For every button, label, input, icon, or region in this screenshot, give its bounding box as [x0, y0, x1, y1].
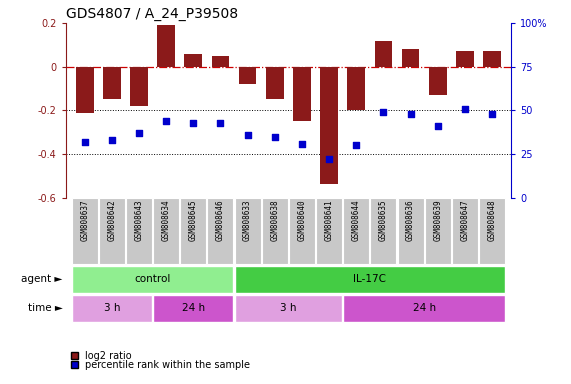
Text: GSM808640: GSM808640: [297, 200, 307, 242]
Point: [270, 134, 279, 140]
Bar: [99, 199, 125, 264]
Text: GSM808646: GSM808646: [216, 200, 225, 242]
Point: [324, 156, 333, 162]
Text: GSM808648: GSM808648: [488, 200, 497, 242]
Bar: [266, 67, 284, 99]
Text: percentile rank within the sample: percentile rank within the sample: [85, 360, 250, 370]
Text: GSM808634: GSM808634: [162, 200, 171, 242]
Point: [352, 142, 361, 149]
Text: GDS4807 / A_24_P39508: GDS4807 / A_24_P39508: [66, 7, 238, 21]
Point: [488, 111, 497, 117]
Bar: [452, 199, 478, 264]
Bar: [343, 295, 505, 322]
Bar: [126, 199, 152, 264]
Bar: [429, 67, 447, 95]
Bar: [235, 199, 260, 264]
Bar: [293, 67, 311, 121]
Bar: [153, 295, 234, 322]
Text: GSM808637: GSM808637: [80, 200, 89, 242]
Bar: [262, 199, 288, 264]
Bar: [103, 67, 120, 99]
Text: IL-17C: IL-17C: [353, 274, 387, 285]
Bar: [483, 51, 501, 67]
Text: 3 h: 3 h: [280, 303, 296, 313]
Text: GSM808641: GSM808641: [324, 200, 333, 242]
Bar: [397, 199, 424, 264]
Bar: [184, 54, 202, 67]
Point: [379, 109, 388, 115]
Bar: [212, 56, 230, 67]
Bar: [153, 199, 179, 264]
Bar: [158, 25, 175, 67]
Point: [107, 137, 116, 143]
Bar: [371, 199, 396, 264]
Text: log2 ratio: log2 ratio: [85, 351, 131, 361]
Text: GSM808643: GSM808643: [135, 200, 143, 242]
Bar: [71, 266, 234, 293]
Bar: [235, 266, 505, 293]
Bar: [239, 67, 256, 84]
Bar: [180, 199, 206, 264]
Bar: [375, 41, 392, 67]
Text: agent ►: agent ►: [22, 274, 63, 285]
Bar: [235, 295, 342, 322]
Text: GSM808642: GSM808642: [107, 200, 116, 242]
Text: 24 h: 24 h: [182, 303, 205, 313]
Text: GSM808635: GSM808635: [379, 200, 388, 242]
Text: GSM808636: GSM808636: [406, 200, 415, 242]
Point: [406, 111, 415, 117]
Point: [216, 119, 225, 126]
Text: time ►: time ►: [28, 303, 63, 313]
Bar: [343, 199, 369, 264]
Text: GSM808647: GSM808647: [460, 200, 469, 242]
Bar: [425, 199, 451, 264]
Point: [460, 106, 469, 112]
Bar: [71, 295, 152, 322]
Bar: [320, 67, 338, 184]
Point: [162, 118, 171, 124]
Bar: [479, 199, 505, 264]
Point: [433, 123, 443, 129]
Text: GSM808638: GSM808638: [270, 200, 279, 242]
Point: [134, 130, 143, 136]
Point: [243, 132, 252, 138]
Bar: [207, 199, 234, 264]
Point: [189, 119, 198, 126]
Point: [297, 141, 307, 147]
Text: GSM808639: GSM808639: [433, 200, 442, 242]
Bar: [130, 67, 148, 106]
Bar: [456, 51, 474, 67]
Text: GSM808644: GSM808644: [352, 200, 361, 242]
Text: GSM808645: GSM808645: [189, 200, 198, 242]
Point: [80, 139, 89, 145]
Text: 24 h: 24 h: [413, 303, 436, 313]
Bar: [71, 199, 98, 264]
Bar: [289, 199, 315, 264]
Text: GSM808633: GSM808633: [243, 200, 252, 242]
Text: control: control: [134, 274, 171, 285]
Bar: [402, 49, 419, 67]
Bar: [316, 199, 342, 264]
Text: 3 h: 3 h: [103, 303, 120, 313]
Bar: [347, 67, 365, 111]
Bar: [76, 67, 94, 113]
